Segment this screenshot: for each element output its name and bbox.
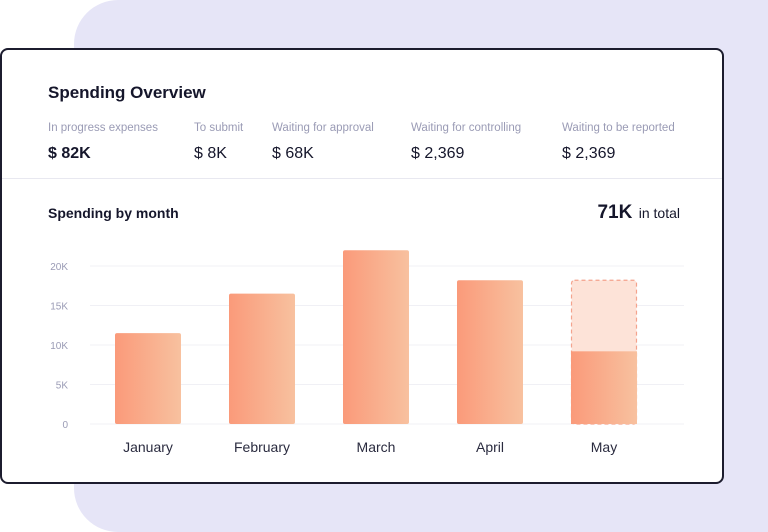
y-tick-label: 15K xyxy=(50,302,68,313)
y-tick-label: 10K xyxy=(50,341,68,352)
bar-january xyxy=(115,333,181,424)
y-tick-label: 20K xyxy=(50,262,68,273)
stat-label: Waiting to be reported xyxy=(562,122,675,134)
x-tick-label: February xyxy=(234,439,290,455)
stat-waiting-reported: Waiting to be reported $ 2,369 xyxy=(562,122,675,163)
stat-label: Waiting for approval xyxy=(272,122,374,134)
spending-overview-card: Spending Overview In progress expenses $… xyxy=(0,48,724,484)
x-tick-label: January xyxy=(123,439,173,455)
stat-waiting-approval: Waiting for approval $ 68K xyxy=(272,122,374,163)
bar-march xyxy=(343,250,409,424)
stat-value: $ 8K xyxy=(194,145,227,162)
total-value: 71K xyxy=(597,202,633,223)
stat-label: To submit xyxy=(194,122,244,134)
bar-april xyxy=(457,280,523,424)
section-title: Spending by month xyxy=(48,205,179,221)
y-tick-label: 0 xyxy=(62,420,68,431)
spending-bar-chart: 0 5K 10K 15K 20K January February March April Ma… xyxy=(50,250,684,455)
stat-waiting-controlling: Waiting for controlling $ 2,369 xyxy=(411,122,521,163)
stat-value: $ 82K xyxy=(48,145,91,162)
stat-label: In progress expenses xyxy=(48,122,158,134)
x-tick-label: May xyxy=(591,439,617,455)
stat-value: $ 68K xyxy=(272,145,314,162)
page-title: Spending Overview xyxy=(48,83,206,102)
total-suffix: in total xyxy=(638,205,680,221)
bars xyxy=(115,250,638,425)
bar-may xyxy=(571,351,637,424)
y-axis-ticks: 0 5K 10K 15K 20K xyxy=(50,262,68,431)
stat-value: $ 2,369 xyxy=(562,145,616,162)
bar-february xyxy=(229,293,295,424)
x-axis-labels: January February March April May xyxy=(123,439,617,455)
stat-label: Waiting for controlling xyxy=(411,122,522,134)
x-tick-label: March xyxy=(357,439,396,455)
stat-value: $ 2,369 xyxy=(411,145,465,162)
stat-to-submit: To submit $ 8K xyxy=(194,122,243,163)
total-summary: 71K in total xyxy=(597,202,680,224)
stat-in-progress: In progress expenses $ 82K xyxy=(48,122,158,163)
divider xyxy=(2,178,722,179)
x-tick-label: April xyxy=(476,439,504,455)
y-tick-label: 5K xyxy=(56,381,69,392)
